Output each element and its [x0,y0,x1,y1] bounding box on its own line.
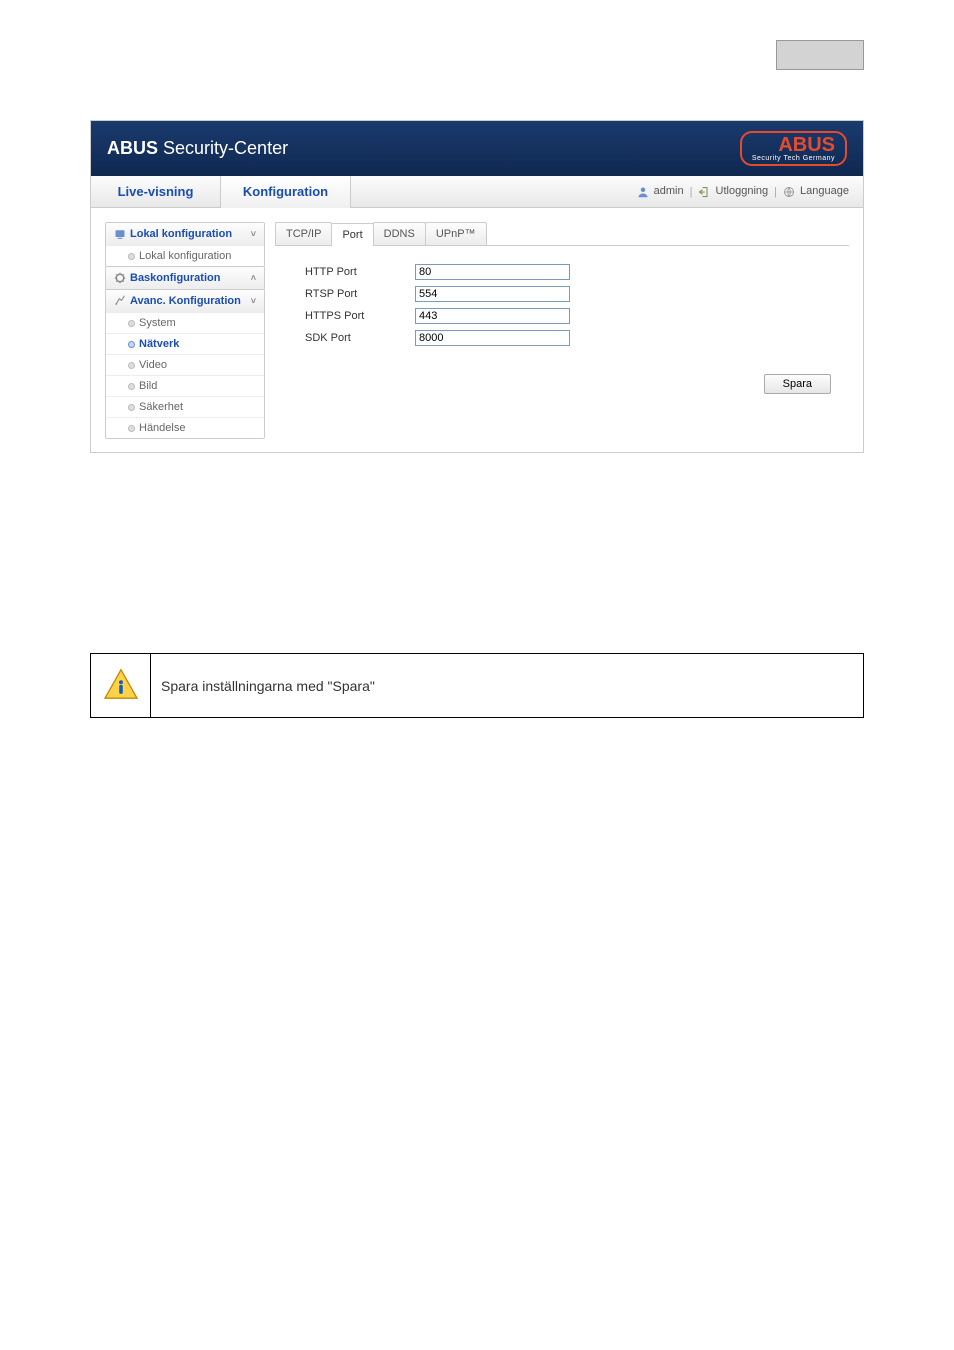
app-window: ABUS Security-Center ABUS Security Tech … [90,120,864,453]
main-content: TCP/IPPortDDNSUPnP™ HTTP PortRTSP PortHT… [275,222,849,406]
main-navbar: Live-visningKonfiguration admin | Utlogg… [91,176,863,208]
nav-tab-konfiguration[interactable]: Konfiguration [221,176,351,208]
content-tab-ddns[interactable]: DDNS [373,222,426,245]
port-form: HTTP Port RTSP Port HTTPS Port SDK Port [275,246,849,356]
form-row-sdk-port: SDK Port [305,330,845,346]
language-label: Language [800,185,849,197]
sidebar-item-bild[interactable]: Bild [106,375,264,396]
info-note: Spara inställningarna med "Spara" [90,653,864,718]
info-note-text: Spara inställningarna med "Spara" [151,654,864,718]
header-title-bold: ABUS [107,138,158,158]
rtsp-port-input[interactable] [415,286,570,302]
header-title: ABUS Security-Center [107,138,288,159]
sidebar-section-1[interactable]: Baskonfiguration˄ [106,267,264,289]
form-label: HTTP Port [305,266,415,278]
sidebar-section-0[interactable]: Lokal konfiguration˅ [106,223,264,245]
form-label: RTSP Port [305,288,415,300]
sidebar-section-2[interactable]: Avanc. Konfiguration˅ [106,290,264,312]
https-port-input[interactable] [415,308,570,324]
content-tab-tcp-ip[interactable]: TCP/IP [275,222,332,245]
user-icon [637,186,649,198]
top-placeholder-box [776,40,864,70]
sidebar-item-lokal-konfiguration[interactable]: Lokal konfiguration [106,245,264,266]
form-row-http-port: HTTP Port [305,264,845,280]
form-row-https-port: HTTPS Port [305,308,845,324]
app-header: ABUS Security-Center ABUS Security Tech … [91,121,863,176]
save-button[interactable]: Spara [764,374,831,394]
brand-logo-text: ABUS [778,134,835,156]
logout-label: Utloggning [716,185,769,197]
sdk-port-input[interactable] [415,330,570,346]
content-tab-upnp-[interactable]: UPnP™ [425,222,487,245]
form-label: HTTPS Port [305,310,415,322]
sidebar-item-video[interactable]: Video [106,354,264,375]
brand-logo-sub: Security Tech Germany [752,155,835,162]
logout-link[interactable]: Utloggning [698,185,768,197]
content-tab-port[interactable]: Port [331,223,373,246]
http-port-input[interactable] [415,264,570,280]
warning-info-icon [103,668,139,700]
sidebar-item-n-tverk[interactable]: Nätverk [106,333,264,354]
content-tab-row: TCP/IPPortDDNSUPnP™ [275,222,849,246]
header-title-thin: Security-Center [163,138,288,158]
user-link[interactable]: admin [637,185,684,197]
sidebar-item-h-ndelse[interactable]: Händelse [106,417,264,438]
form-label: SDK Port [305,332,415,344]
language-link[interactable]: Language [783,185,849,197]
sidebar-item-system[interactable]: System [106,312,264,333]
sidebar-item-s-kerhet[interactable]: Säkerhet [106,396,264,417]
brand-logo: ABUS Security Tech Germany [740,131,847,166]
form-row-rtsp-port: RTSP Port [305,286,845,302]
logout-icon [698,186,710,198]
sidebar: Lokal konfiguration˅Lokal konfigurationB… [105,222,265,438]
nav-sep-2: | [774,186,777,198]
nav-tab-live-visning[interactable]: Live-visning [91,176,221,208]
nav-sep-1: | [690,186,693,198]
user-label: admin [654,185,684,197]
globe-icon [783,186,795,198]
nav-right: admin | Utloggning | Language [637,185,863,197]
